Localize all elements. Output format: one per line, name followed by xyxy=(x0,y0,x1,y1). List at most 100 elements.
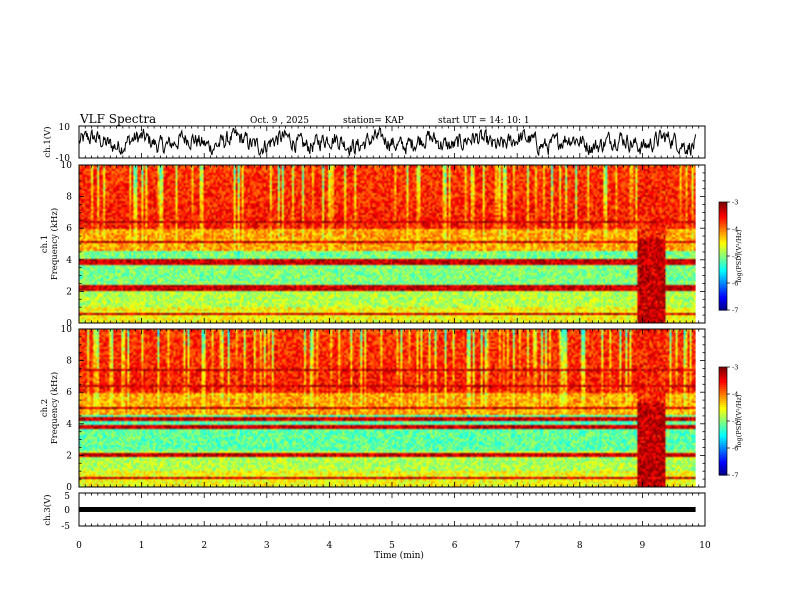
colorbar-swatch xyxy=(719,423,727,426)
colorbar-swatch xyxy=(719,405,727,408)
colorbar-swatch xyxy=(719,431,727,434)
frequency-tick-label: 4 xyxy=(66,420,72,430)
colorbar-swatch xyxy=(719,260,727,263)
time-tick-label: 1 xyxy=(139,541,145,551)
colorbar-swatch xyxy=(719,236,727,239)
colorbar-tick-label: -3 xyxy=(732,199,738,207)
ch2-spectrogram-ylabel-line1: ch.2 xyxy=(40,399,50,417)
colorbar-swatch xyxy=(719,222,727,225)
colorbar-swatch xyxy=(719,242,727,245)
figure-title: VLF Spectra xyxy=(79,112,156,126)
colorbar-swatch xyxy=(719,415,727,418)
frequency-tick-label: 6 xyxy=(66,388,72,398)
colorbar-tick-label: -3 xyxy=(732,364,738,372)
colorbar-swatch xyxy=(719,206,727,209)
colorbar-swatch xyxy=(719,403,727,406)
frequency-tick-label: 10 xyxy=(61,325,73,335)
frequency-tick-label: 8 xyxy=(66,357,72,367)
colorbar-swatch xyxy=(719,441,727,444)
colorbar-swatch xyxy=(719,459,727,462)
colorbar-swatch xyxy=(719,308,727,311)
colorbar-swatch xyxy=(719,407,727,410)
ch2-spectrogram-heatmap xyxy=(79,329,696,487)
colorbar-swatch xyxy=(719,228,727,231)
colorbar-swatch xyxy=(719,383,727,386)
colorbar-swatch xyxy=(719,282,727,285)
colorbar-swatch xyxy=(719,262,727,265)
colorbar-swatch xyxy=(719,437,727,440)
colorbar-swatch xyxy=(719,238,727,241)
header-start-time: start UT = 14: 10: 1 xyxy=(438,116,530,126)
colorbar-swatch xyxy=(719,208,727,211)
colorbar-swatch xyxy=(719,409,727,412)
time-tick-label: 3 xyxy=(264,541,270,551)
colorbar-swatch xyxy=(719,240,727,243)
colorbar-swatch xyxy=(719,224,727,227)
colorbar-swatch xyxy=(719,469,727,472)
colorbar-swatch xyxy=(719,212,727,215)
ch1-spectrogram-panel: 0 2 4 6 8 10 ch.1 Frequency (kHz) xyxy=(40,161,706,329)
colorbar-swatch xyxy=(719,230,727,233)
colorbar-swatch xyxy=(719,278,727,281)
colorbar-swatch xyxy=(719,465,727,468)
time-tick-label: 5 xyxy=(389,541,395,551)
frequency-tick-label: 2 xyxy=(66,287,72,297)
ch1-spectrogram-ylabel-line2: Frequency (kHz) xyxy=(49,208,60,280)
colorbar-swatch xyxy=(719,379,727,382)
colorbar-swatch xyxy=(719,216,727,219)
frequency-tick-label: 2 xyxy=(66,451,72,461)
ch1-colorbar: -3 -4 -5 -6 -7 log(PSD)(V²/Hz) xyxy=(718,199,743,315)
frequency-tick-label: 4 xyxy=(66,256,72,266)
colorbar-swatch xyxy=(719,246,727,249)
colorbar-swatch xyxy=(719,258,727,261)
time-tick-label: 7 xyxy=(514,541,520,551)
colorbar-swatch xyxy=(719,292,727,295)
frequency-tick-label: 10 xyxy=(61,161,73,171)
time-tick-label: 2 xyxy=(201,541,207,551)
colorbar-tick-label: -6 xyxy=(732,280,738,288)
colorbar-swatch xyxy=(719,435,727,438)
colorbar-tick-label: -5 xyxy=(732,253,738,261)
colorbar-swatch xyxy=(719,397,727,400)
colorbar-swatch xyxy=(719,214,727,217)
colorbar-swatch xyxy=(719,304,727,307)
colorbar-swatch xyxy=(719,443,727,446)
colorbar-swatch xyxy=(719,252,727,255)
colorbar-swatch xyxy=(719,395,727,398)
ch3-ytick-bottom: -5 xyxy=(61,522,70,532)
colorbar-swatch xyxy=(719,447,727,450)
header-date: Oct. 9 , 2025 xyxy=(250,116,309,126)
ch2-colorbar: -3 -4 -5 -6 -7 log(PSD)(V²/Hz) xyxy=(718,364,743,480)
ch1-spectrogram-xticks xyxy=(78,165,706,323)
colorbar-swatch xyxy=(719,244,727,247)
time-tick-label: 9 xyxy=(640,541,646,551)
ch3-ytick-mid: 0 xyxy=(64,506,70,516)
colorbar-swatch xyxy=(719,302,727,305)
ch1-spectrogram-heatmap xyxy=(79,165,696,323)
colorbar-swatch xyxy=(719,389,727,392)
colorbar-swatch xyxy=(719,202,727,205)
ch1-spectrogram-yticks: 0 2 4 6 8 10 xyxy=(61,161,705,329)
colorbar-swatch xyxy=(719,250,727,253)
frequency-tick-label: 0 xyxy=(66,319,72,329)
colorbar-swatch xyxy=(719,268,727,271)
colorbar-swatch xyxy=(719,461,727,464)
time-tick-label: 0 xyxy=(76,541,82,551)
colorbar-swatch xyxy=(719,266,727,269)
colorbar-swatch xyxy=(719,288,727,291)
colorbar-swatch xyxy=(719,439,727,442)
colorbar-label: log(PSD)(V²/Hz) xyxy=(735,229,743,282)
time-tick-label: 6 xyxy=(452,541,458,551)
colorbar-swatch xyxy=(719,218,727,221)
ch1-waveform-ylabel: ch.1(V) xyxy=(42,126,53,157)
colorbar-swatch xyxy=(719,234,727,237)
colorbar-swatch xyxy=(719,463,727,466)
header-station: station= KAP xyxy=(343,116,404,126)
ch1-ytick-bottom: -10 xyxy=(56,154,71,164)
colorbar-swatch xyxy=(719,296,727,299)
time-tick-label: 4 xyxy=(327,541,333,551)
ch1-spectrogram-ylabel-line1: ch.1 xyxy=(40,235,50,253)
colorbar-swatch xyxy=(719,226,727,229)
colorbar-tick-label: -7 xyxy=(732,307,738,315)
ch2-spectrogram-panel: 0 2 4 6 8 10 ch.2 Frequency (kHz) xyxy=(40,325,706,493)
